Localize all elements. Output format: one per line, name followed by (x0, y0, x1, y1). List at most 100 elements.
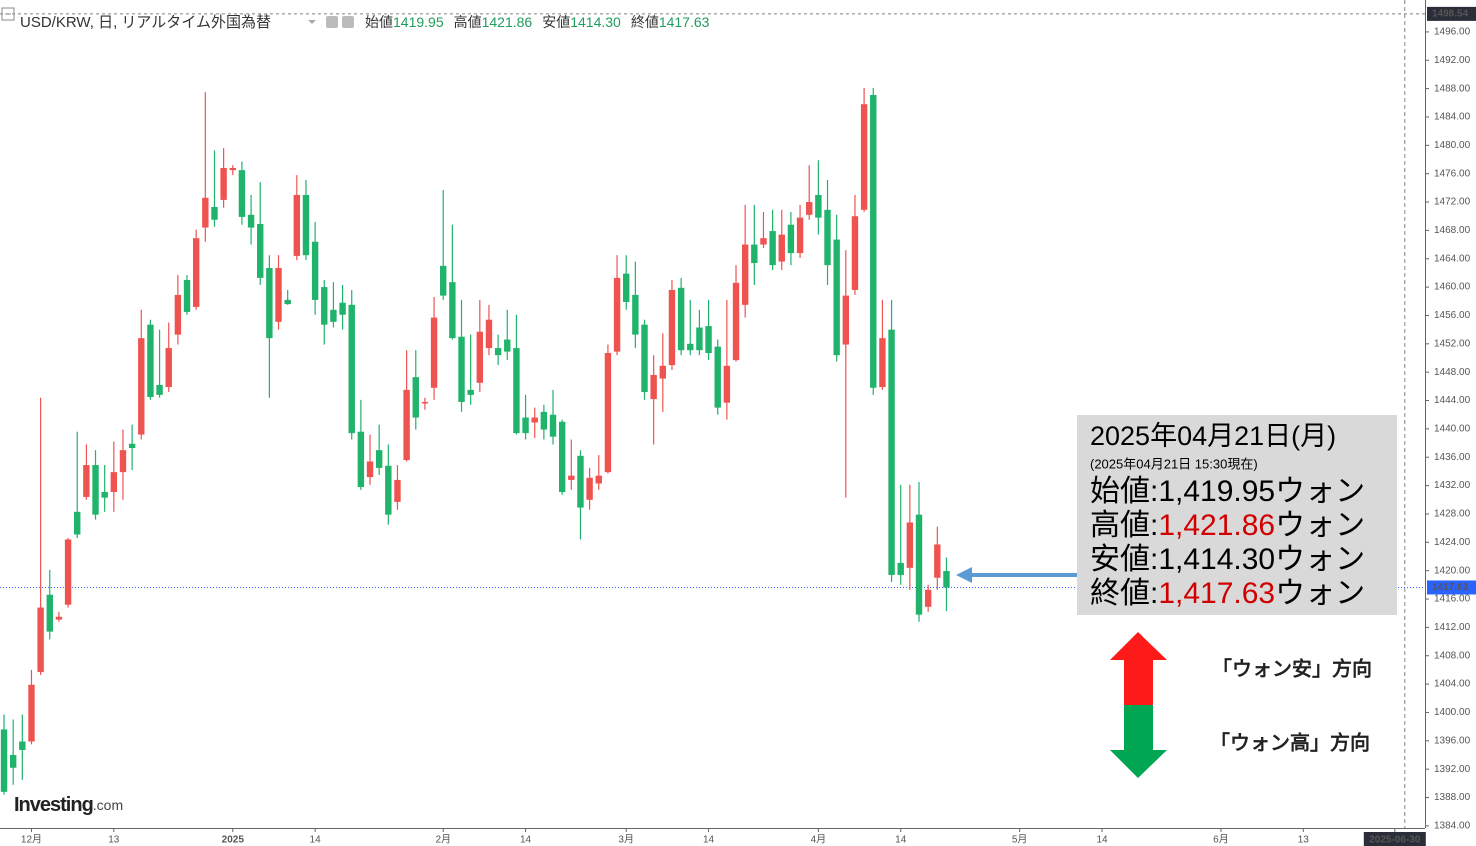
y-tick-label: 1492.00 (1434, 55, 1471, 66)
candle-body (705, 326, 712, 354)
candle-body (650, 375, 657, 400)
candle-body (870, 94, 877, 388)
candle-body (558, 421, 566, 492)
annotation-unit: ウォン (1275, 475, 1365, 508)
ohlc-value: 1421.86 (482, 14, 533, 30)
candle-body (531, 417, 538, 423)
candle-body (339, 302, 346, 315)
candle-body (449, 282, 456, 339)
candle-body (238, 170, 246, 217)
candle-body (64, 539, 72, 605)
candle-body (760, 238, 767, 245)
candle-body (568, 475, 575, 480)
candle-body (211, 207, 218, 220)
ohlc-value: 1414.30 (570, 14, 621, 30)
candle-body (696, 327, 703, 351)
candle-body (796, 217, 804, 254)
x-tick-label: 2025-06-30 (1369, 835, 1421, 846)
candle-body (586, 477, 593, 500)
candle-body (101, 491, 108, 498)
candle-body (888, 329, 895, 575)
candle-body (842, 295, 850, 345)
annotation-rows: 始値:1,419.95ウォン高値:1,421.86ウォン安値:1,414.30ウ… (1090, 475, 1365, 610)
y-tick-label: 1384.00 (1434, 821, 1471, 832)
candle-body (476, 331, 484, 383)
candle-body (815, 194, 822, 218)
x-tick-label: 2月 (435, 834, 451, 846)
y-tick-label: 1480.00 (1434, 140, 1471, 151)
candle-body (156, 384, 163, 395)
x-tick-label: 12月 (21, 834, 42, 846)
settings-icon[interactable] (326, 16, 338, 28)
candle-body (714, 346, 721, 408)
candle-body (787, 224, 795, 254)
candle-body (769, 231, 776, 266)
candle-body (467, 389, 474, 395)
y-tick-label: 1428.00 (1434, 509, 1471, 520)
candle-body (28, 684, 35, 742)
candle-body (421, 401, 429, 404)
collapse-icon[interactable] (1, 7, 15, 21)
candle-body (906, 522, 914, 568)
x-tick-label: 14 (703, 835, 715, 846)
candle-body (641, 324, 648, 393)
ohlc-header: 始値1419.95 高値1421.86 安値1414.30 終値1417.63 (365, 14, 710, 30)
candle-body (46, 594, 53, 632)
y-tick-label: 1416.00 (1434, 594, 1471, 605)
x-tick-label: 2025 (222, 835, 245, 846)
candle-body (165, 348, 172, 388)
y-tick-label: 1392.00 (1434, 764, 1471, 775)
candle-body (412, 377, 419, 418)
candle-body (833, 239, 840, 356)
y-tick-label: 1424.00 (1434, 537, 1471, 548)
annotation-date: 2025年04月21日(月) (1090, 421, 1336, 451)
y-tick-label: 1396.00 (1434, 735, 1471, 746)
candle-body (330, 309, 337, 322)
candle-body (687, 343, 694, 351)
candle-body (549, 414, 557, 437)
hide-icon[interactable] (342, 16, 354, 28)
up-arrow (1110, 632, 1167, 705)
candle-body (257, 224, 264, 278)
candle-body (860, 104, 868, 210)
dropdown-icon[interactable] (308, 20, 316, 24)
candle-body (513, 348, 520, 434)
annotation-value: 1,419.95 (1158, 475, 1275, 508)
candle-body (321, 287, 328, 325)
candle-body (266, 267, 273, 339)
candle-body (458, 336, 465, 402)
annotation-value: 1,421.86 (1158, 509, 1275, 542)
annotation-label: 安値: (1090, 543, 1158, 576)
annotation-row: 終値:1,417.63ウォン (1090, 577, 1365, 610)
candle-body (732, 282, 740, 361)
annotation-box (1077, 415, 1397, 615)
price-marker-bg (1427, 6, 1476, 21)
candle-body (522, 417, 529, 434)
y-tick-label: 1496.00 (1434, 27, 1471, 38)
x-tick-label: 14 (310, 835, 322, 846)
price-marker-label: 1417.63 (1432, 582, 1469, 593)
candle-body (430, 317, 438, 388)
y-tick-label: 1460.00 (1434, 282, 1471, 293)
candle-body (824, 209, 831, 266)
y-tick-label: 1432.00 (1434, 480, 1471, 491)
x-tick-label: 14 (520, 835, 532, 846)
y-tick-label: 1464.00 (1434, 253, 1471, 264)
candle-body (311, 241, 319, 300)
candle-body (394, 479, 401, 502)
y-tick-label: 1400.00 (1434, 707, 1471, 718)
candle-body (348, 304, 355, 434)
annotation-label: 終値: (1090, 577, 1158, 610)
y-tick-label: 1488.00 (1434, 83, 1471, 94)
candle-body (128, 443, 136, 449)
candle-body (147, 324, 154, 397)
ohlc-text: 始値1419.95 高値1421.86 安値1414.30 終値1417.63 (365, 14, 710, 30)
y-tick-label: 1436.00 (1434, 452, 1471, 463)
y-tick-label: 1444.00 (1434, 395, 1471, 406)
x-tick-label: 5月 (1012, 834, 1028, 846)
y-tick-label: 1472.00 (1434, 197, 1471, 208)
ohlc-name: 終値 (631, 14, 659, 30)
candle-body (851, 216, 859, 290)
candle-body (19, 741, 26, 751)
